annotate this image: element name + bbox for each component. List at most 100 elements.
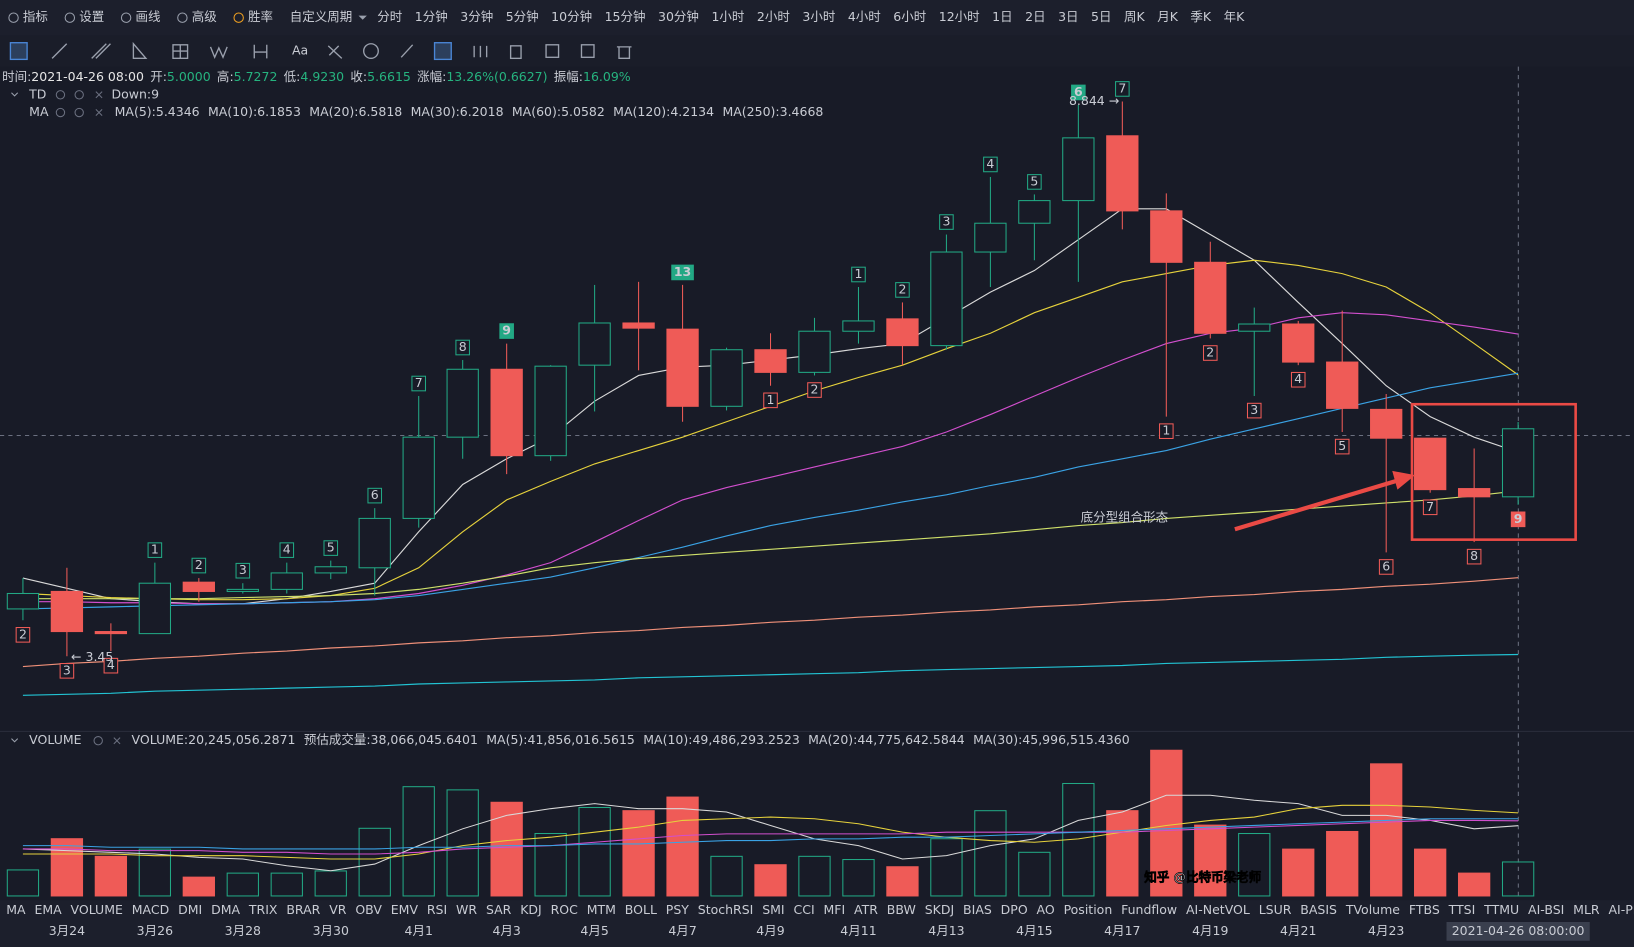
toolbar-item[interactable]: 3分钟 <box>460 9 493 24</box>
tool-edit[interactable] <box>580 44 595 58</box>
toolbar-item[interactable]: 3小时 <box>802 9 835 24</box>
toolbar-item[interactable]: 30分钟 <box>658 9 699 24</box>
info-label: 时间: <box>2 69 31 84</box>
toolbar-item[interactable]: 指标 <box>23 9 48 24</box>
toolbar-item[interactable]: 月K <box>1157 9 1179 24</box>
indicator-tab[interactable]: TVolume <box>1345 902 1400 917</box>
indicator-tab[interactable]: MTM <box>587 902 616 917</box>
indicator-tab[interactable]: AI-PD <box>1608 902 1634 917</box>
toolbar-item[interactable]: 1日 <box>992 9 1012 24</box>
indicator-tab[interactable]: MLR <box>1573 902 1600 917</box>
tool-bars[interactable] <box>473 45 488 58</box>
indicator-tab[interactable]: LSUR <box>1259 902 1292 917</box>
tool-cross[interactable] <box>9 42 28 61</box>
indicator-tab[interactable]: Position <box>1064 902 1113 917</box>
tool-lock[interactable] <box>509 45 522 60</box>
indicator-tab[interactable]: BOLL <box>625 902 657 917</box>
toolbar-item[interactable]: 4小时 <box>848 9 881 24</box>
toolbar-item[interactable]: 胜率 <box>248 9 273 24</box>
tool-text[interactable]: Aa <box>292 43 308 58</box>
td-label: 1 <box>854 266 862 281</box>
row-icon[interactable] <box>74 90 84 100</box>
row-icon[interactable] <box>95 109 103 117</box>
indicator-tab[interactable]: TTSI <box>1448 902 1476 917</box>
toolbar-item[interactable]: 5分钟 <box>506 9 539 24</box>
ma-legend: MA(5):5.4346 <box>115 104 200 119</box>
indicator-tab[interactable]: OBV <box>355 902 382 917</box>
toolbar-item[interactable]: 季K <box>1190 9 1212 24</box>
toolbar-item[interactable]: 画线 <box>135 9 161 24</box>
x-tick-label: 3月28 <box>225 923 261 938</box>
toolbar-item[interactable]: 12小时 <box>939 9 980 24</box>
indicator-tab[interactable]: SKDJ <box>925 902 954 917</box>
indicator-tab[interactable]: EMV <box>391 902 419 917</box>
indicator-tab[interactable]: SAR <box>486 902 512 917</box>
indicator-tab[interactable]: CCI <box>793 902 814 917</box>
toolbar-item[interactable]: 2小时 <box>757 9 790 24</box>
toolbar-item[interactable]: 2日 <box>1025 9 1045 24</box>
indicator-tab[interactable]: BRAR <box>286 902 320 917</box>
indicator-tab[interactable]: TRIX <box>248 902 278 917</box>
indicator-tab[interactable]: MA <box>6 902 26 917</box>
indicator-tab[interactable]: ATR <box>854 902 878 917</box>
toolbar-item[interactable]: 设置 <box>79 9 104 24</box>
indicator-tab[interactable]: DMA <box>211 902 240 917</box>
toolbar-item[interactable]: 分时 <box>377 9 403 24</box>
indicator-tab[interactable]: VR <box>329 902 347 917</box>
toolbar-item[interactable]: 6小时 <box>893 9 926 24</box>
tool-magnet[interactable] <box>363 43 379 60</box>
indicator-tab[interactable]: DPO <box>1001 902 1028 917</box>
tool-erase[interactable] <box>327 45 343 59</box>
toolbar-item[interactable]: 年K <box>1224 9 1246 24</box>
tool-grid[interactable] <box>172 44 189 60</box>
indicator-tab[interactable]: Fundflow <box>1121 902 1177 917</box>
indicator-tab[interactable]: TTMU <box>1483 902 1519 917</box>
indicator-tab[interactable]: MACD <box>132 902 169 917</box>
tool-measure[interactable] <box>253 44 268 59</box>
indicator-tab[interactable]: KDJ <box>520 902 542 917</box>
indicator-tab[interactable]: BBW <box>887 902 916 917</box>
row-icon[interactable] <box>55 90 66 100</box>
tool-angle[interactable] <box>132 41 148 60</box>
toolbar-item[interactable]: 5日 <box>1091 9 1111 24</box>
row-icon[interactable] <box>95 91 103 99</box>
indicator-tab[interactable]: DMI <box>178 902 202 917</box>
toolbar-item[interactable]: 10分钟 <box>551 9 592 24</box>
tool-ruler[interactable] <box>400 44 414 58</box>
tool-channel[interactable] <box>91 43 111 59</box>
indicator-tab[interactable]: VOLUME <box>71 902 123 917</box>
indicator-tab[interactable]: SMI <box>762 902 784 917</box>
tool-pen[interactable] <box>433 42 452 61</box>
toolbar-item[interactable]: 自定义周期 <box>290 9 353 24</box>
indicator-tab[interactable]: ROC <box>551 902 579 917</box>
tool-delete[interactable] <box>616 46 632 60</box>
indicator-tab[interactable]: BASIS <box>1300 902 1337 917</box>
indicator-tab[interactable]: RSI <box>427 902 447 917</box>
indicator-tab[interactable]: StochRSI <box>698 902 754 917</box>
volume-bar <box>226 872 259 897</box>
tool-line[interactable] <box>51 43 68 59</box>
row-icon[interactable] <box>55 107 66 118</box>
row-icon[interactable] <box>74 107 84 118</box>
indicator-tab[interactable]: MFI <box>824 902 846 917</box>
toolbar-item[interactable]: 高级 <box>192 9 218 24</box>
indicator-tab[interactable]: FTBS <box>1409 902 1440 917</box>
toolbar-item[interactable]: 15分钟 <box>605 9 646 24</box>
indicator-tab[interactable]: BIAS <box>963 902 992 917</box>
volume-ma-line <box>22 794 1519 872</box>
indicator-tab[interactable]: EMA <box>34 902 62 917</box>
indicator-tab[interactable]: PSY <box>666 902 689 917</box>
toolbar-item[interactable]: 1分钟 <box>415 9 448 24</box>
toolbar-item[interactable]: 周K <box>1124 9 1146 24</box>
toolbar-item[interactable]: 3日 <box>1058 9 1078 24</box>
indicator-tab[interactable]: AI-NetVOL <box>1186 902 1250 917</box>
tool-wave[interactable] <box>209 46 228 60</box>
indicator-tab[interactable]: AI-BSI <box>1528 902 1564 917</box>
indicator-tab[interactable]: AO <box>1037 902 1055 917</box>
row-icon[interactable] <box>93 736 103 746</box>
tool-copy[interactable] <box>545 44 560 58</box>
toolbar-item[interactable]: 1小时 <box>711 9 744 24</box>
row-icon[interactable] <box>113 737 121 745</box>
volume-bar <box>842 859 875 897</box>
indicator-tab[interactable]: WR <box>456 902 477 917</box>
